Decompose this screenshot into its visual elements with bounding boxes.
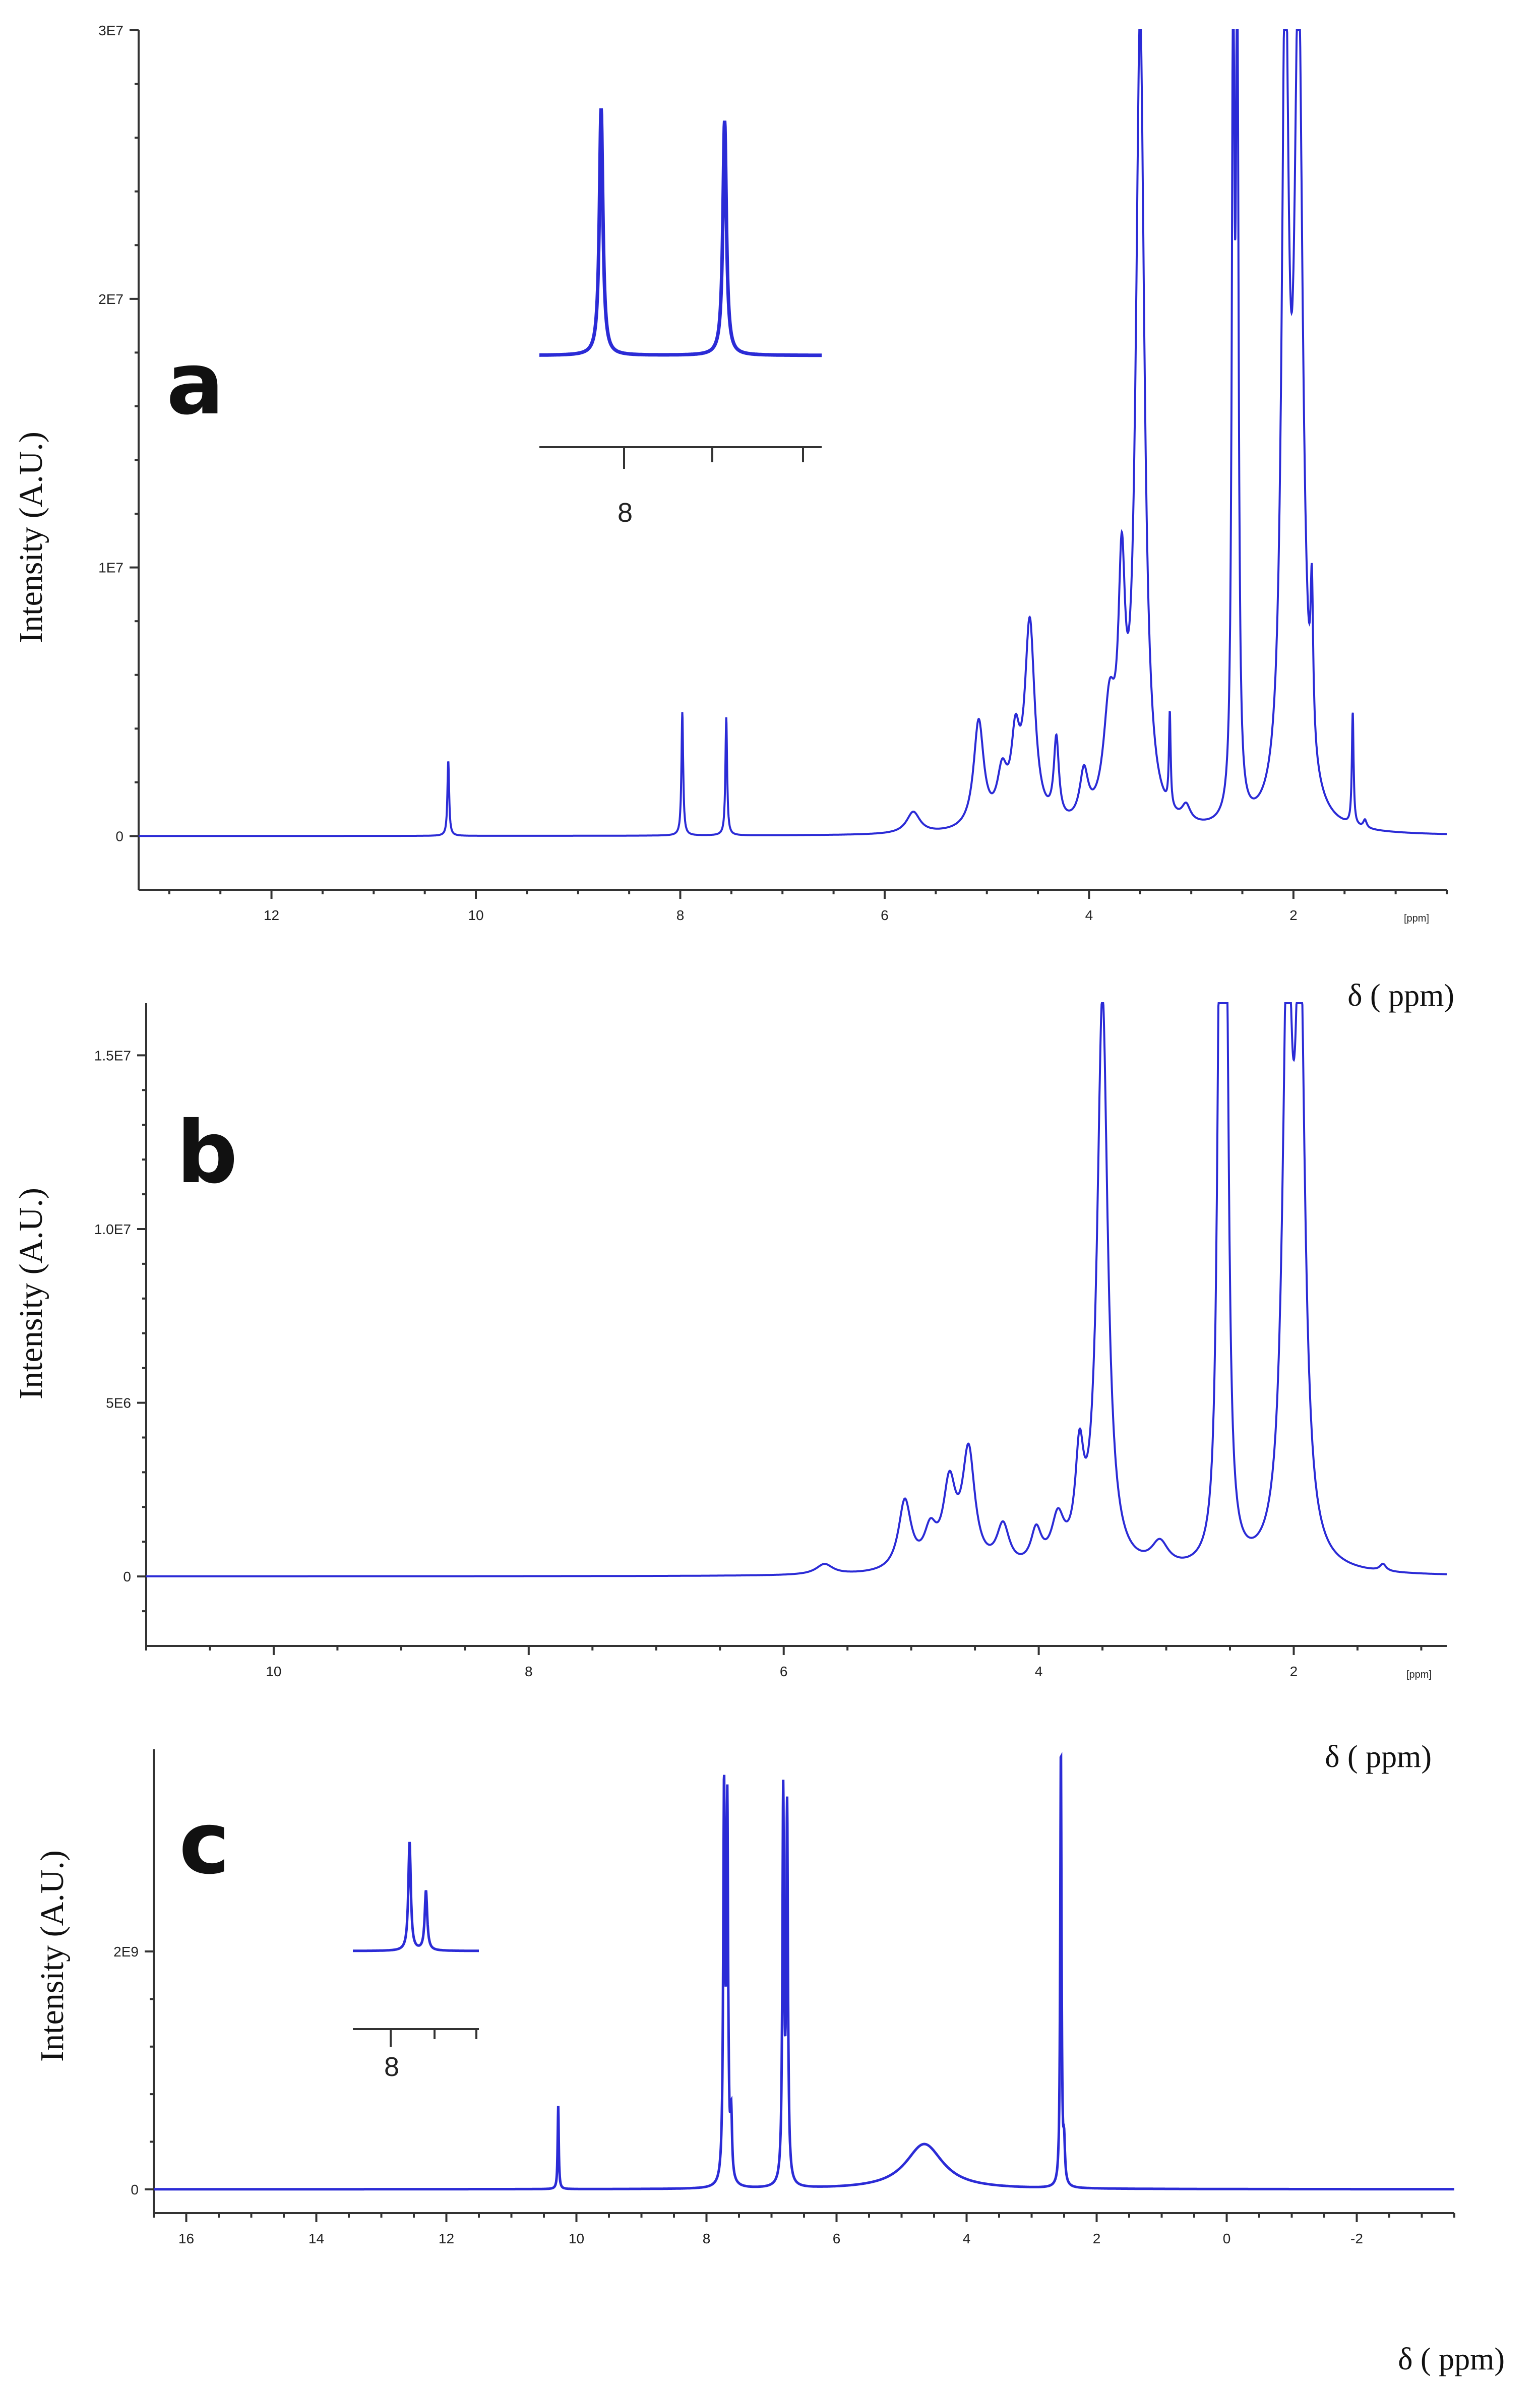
panel-b-x-ticks: 10 8 6 4 2 — [145, 1646, 1423, 1679]
x-tick-label: 8 — [525, 1664, 533, 1679]
panel-c-letter: c — [179, 1794, 230, 1893]
panel-a-letter: a — [166, 334, 224, 434]
panel-c-y-ticks: 0 2E9 — [113, 1944, 154, 2197]
x-tick-label: 2 — [1093, 2231, 1101, 2246]
panel-c-inset-line — [353, 1842, 479, 1952]
x-tick-label: 10 — [569, 2231, 584, 2246]
x-tick-label: 4 — [963, 2231, 971, 2246]
panel-a-spectrum-line — [139, 29, 1447, 837]
y-tick-label: 2E9 — [113, 1944, 139, 1960]
panel-b: Intensity (A.U.) b 0 5E6 1.0E7 1.5E7 10 8 6 4 2… — [13, 1002, 1447, 1774]
x-tick-label: 10 — [266, 1664, 281, 1679]
panel-a-inset-tick-label: 8 — [618, 498, 633, 528]
panel-c-xlabel: δ ( ppm) — [1398, 2342, 1505, 2376]
x-tick-label: 10 — [468, 907, 483, 923]
panel-b-y-ticks: 0 5E6 1.0E7 1.5E7 — [94, 1048, 146, 1613]
panel-c-inset: 8 — [353, 1842, 479, 2082]
x-tick-label: 14 — [309, 2231, 324, 2246]
panel-a-x-ticks: 12 10 8 6 4 2 — [168, 890, 1448, 923]
panel-b-xlabel: δ ( ppm) — [1325, 1740, 1432, 1774]
x-tick-label: 8 — [676, 907, 685, 923]
y-tick-label: 0 — [131, 2182, 139, 2197]
panel-a-y-ticks: 0 1E7 2E7 3E7 — [98, 23, 139, 844]
x-tick-label: 8 — [703, 2231, 711, 2246]
x-tick-label: 4 — [1035, 1664, 1043, 1679]
x-tick-label: 0 — [1223, 2231, 1231, 2246]
panel-a-inset-line — [539, 108, 822, 357]
y-tick-label: 5E6 — [106, 1395, 131, 1411]
panel-a: Intensity (A.U.) a 0 1E7 2E7 3E7 12 10 8 6 4 2 [… — [13, 23, 1454, 1013]
panel-c-ylabel: Intensity (A.U.) — [34, 1850, 71, 2062]
y-tick-label: 1.0E7 — [94, 1221, 131, 1237]
panel-a-ylabel: Intensity (A.U.) — [13, 432, 49, 643]
x-tick-label: 2 — [1289, 907, 1298, 923]
panel-c-inset-tick-label: 8 — [384, 2052, 399, 2082]
panel-b-ylabel: Intensity (A.U.) — [13, 1188, 49, 1399]
y-tick-label: 1.5E7 — [94, 1048, 131, 1063]
y-tick-label: 0 — [123, 1569, 131, 1584]
x-tick-label: 2 — [1290, 1664, 1298, 1679]
panel-a-inset: 8 — [539, 108, 822, 528]
x-tick-label: 6 — [833, 2231, 841, 2246]
panel-a-x-unit-label: [ppm] — [1404, 913, 1429, 924]
y-tick-label: 2E7 — [98, 291, 124, 307]
y-tick-label: 0 — [115, 828, 124, 844]
panel-c-spectrum-line — [154, 1752, 1454, 2191]
x-tick-label: 16 — [178, 2231, 194, 2246]
panel-c-x-ticks: 16 14 12 10 8 6 4 2 0 -2 — [153, 2213, 1455, 2246]
x-tick-label: -2 — [1350, 2231, 1363, 2246]
y-tick-label: 1E7 — [98, 560, 124, 576]
panel-a-xlabel: δ ( ppm) — [1347, 979, 1454, 1013]
panel-b-spectrum-line — [146, 1002, 1447, 1577]
panel-b-letter: b — [176, 1103, 238, 1203]
x-tick-label: 4 — [1085, 907, 1093, 923]
panel-b-x-unit-label: [ppm] — [1406, 1669, 1432, 1680]
x-tick-label: 6 — [780, 1664, 788, 1679]
x-tick-label: 6 — [881, 907, 889, 923]
y-tick-label: 3E7 — [98, 23, 124, 38]
x-tick-label: 12 — [439, 2231, 454, 2246]
x-tick-label: 12 — [264, 907, 279, 923]
